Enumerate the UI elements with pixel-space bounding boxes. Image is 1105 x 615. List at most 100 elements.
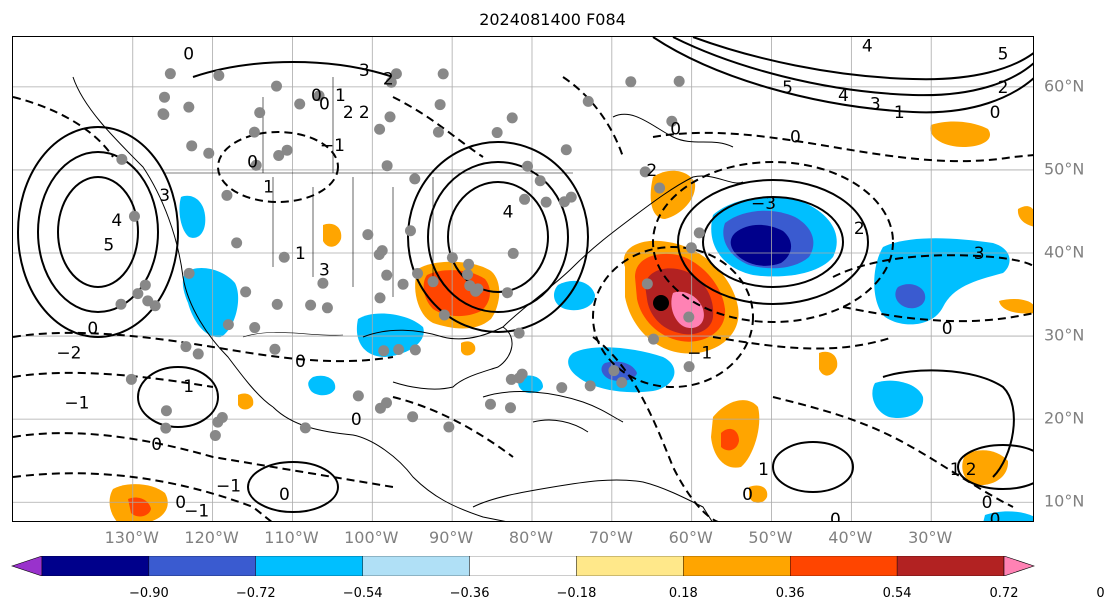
contour-label: 0	[87, 319, 98, 339]
longitude-tick-label: 60°W	[668, 528, 713, 547]
station-dot	[305, 299, 317, 311]
contour-label: 5	[103, 236, 114, 256]
station-dot	[438, 309, 450, 321]
contour-label: 1	[263, 178, 274, 198]
station-dot	[373, 249, 385, 261]
station-dot	[299, 422, 311, 434]
contour-label: 0	[175, 493, 186, 513]
contour-label: 4	[111, 211, 122, 231]
contour-label: 4	[503, 202, 514, 222]
station-dot	[183, 267, 195, 279]
contour-label: 0	[982, 493, 993, 513]
contour-label: −1	[184, 502, 209, 522]
contour-label: 0	[670, 119, 681, 139]
colorbar-tick-label: −0.36	[449, 586, 490, 601]
station-dot	[203, 147, 215, 159]
colorbar-segment	[896, 556, 1005, 576]
station-dot	[254, 107, 266, 119]
contour-label: 0	[742, 485, 753, 505]
station-dot	[374, 123, 386, 135]
longitude-tick-label: 130°W	[104, 528, 159, 547]
station-dot	[685, 242, 697, 254]
contour-label: −1	[687, 344, 712, 364]
contour-label: 1	[894, 103, 905, 123]
contour-label: 0	[942, 319, 953, 339]
station-dot	[409, 173, 421, 185]
station-dot	[443, 421, 455, 433]
station-dot	[641, 278, 653, 290]
longitude-tick-label: 50°W	[748, 528, 793, 547]
longitude-tick-label: 70°W	[588, 528, 633, 547]
station-dot	[584, 380, 596, 392]
station-dot	[240, 286, 252, 298]
contour-label: 0	[151, 435, 162, 455]
station-dot	[250, 159, 262, 171]
contour-label: 3	[974, 244, 985, 264]
colorbar-segment	[362, 556, 470, 576]
station-dot	[115, 298, 127, 310]
colorbar-tick-label: −0.72	[235, 586, 276, 601]
station-dot	[666, 115, 678, 127]
contour-label: 0	[247, 153, 258, 173]
contour-label: 0	[279, 485, 290, 505]
station-dot	[683, 311, 695, 323]
colorbar-tick-label: −0.90	[128, 586, 169, 601]
latitude-tick-label: 10°N	[1044, 491, 1085, 511]
colorbar-tick-label: −0.18	[556, 586, 597, 601]
colorbar-tick-label: 0.36	[775, 586, 805, 601]
contour-label: 1	[335, 86, 346, 106]
station-dot	[506, 112, 518, 124]
contour-label: 3	[159, 186, 170, 206]
contour-label: 2	[854, 219, 865, 239]
station-dot	[390, 68, 402, 80]
latitude-tick-label: 40°N	[1044, 242, 1085, 262]
station-dot	[249, 322, 261, 334]
longitude-tick-label: 100°W	[344, 528, 399, 547]
contour-label: 4	[862, 37, 873, 56]
latitude-tick-label: 50°N	[1044, 159, 1085, 179]
contour-label: 3	[870, 94, 881, 114]
station-dot	[186, 140, 198, 152]
contour-label: 0	[351, 410, 362, 430]
station-dot	[437, 68, 449, 80]
colorbar-under-arrow	[11, 556, 43, 576]
colorbar-tick-label: 0.90	[1096, 586, 1105, 601]
contour-label: 1	[295, 244, 306, 264]
station-dot	[192, 348, 204, 360]
station-dot	[374, 292, 386, 304]
station-dot	[654, 182, 666, 194]
station-dot	[560, 144, 572, 156]
station-dot	[180, 341, 192, 353]
latitude-tick-label: 20°N	[1044, 408, 1085, 428]
station-dot	[378, 345, 390, 357]
station-dot	[125, 373, 137, 385]
station-dot	[407, 411, 419, 423]
station-dot	[522, 160, 534, 172]
station-dot	[470, 285, 482, 297]
longitude-tick-label: 90°W	[429, 528, 474, 547]
station-dot	[160, 405, 172, 417]
contour-label: 5	[998, 45, 1009, 65]
station-dot	[231, 237, 243, 249]
longitude-tick-label: 40°W	[828, 528, 873, 547]
colorbar-tick-label: −0.54	[342, 586, 383, 601]
station-dot	[132, 288, 144, 300]
station-dot	[427, 276, 439, 288]
colorbar-segment	[576, 556, 684, 576]
station-dot	[164, 68, 176, 80]
station-dot	[519, 193, 531, 205]
contour-label: 0	[319, 94, 330, 114]
station-dot	[271, 298, 283, 310]
station-dot	[381, 160, 393, 172]
colorbar	[11, 556, 1035, 576]
contour-label: −1	[64, 394, 89, 414]
station-dot	[625, 76, 637, 88]
station-dot	[409, 344, 421, 356]
station-dot	[673, 75, 685, 87]
station-dot	[558, 196, 570, 208]
latitude-tick-label: 30°N	[1044, 325, 1085, 345]
station-dot	[321, 302, 333, 314]
station-dot	[213, 69, 225, 81]
contour-label: −2	[56, 344, 81, 364]
